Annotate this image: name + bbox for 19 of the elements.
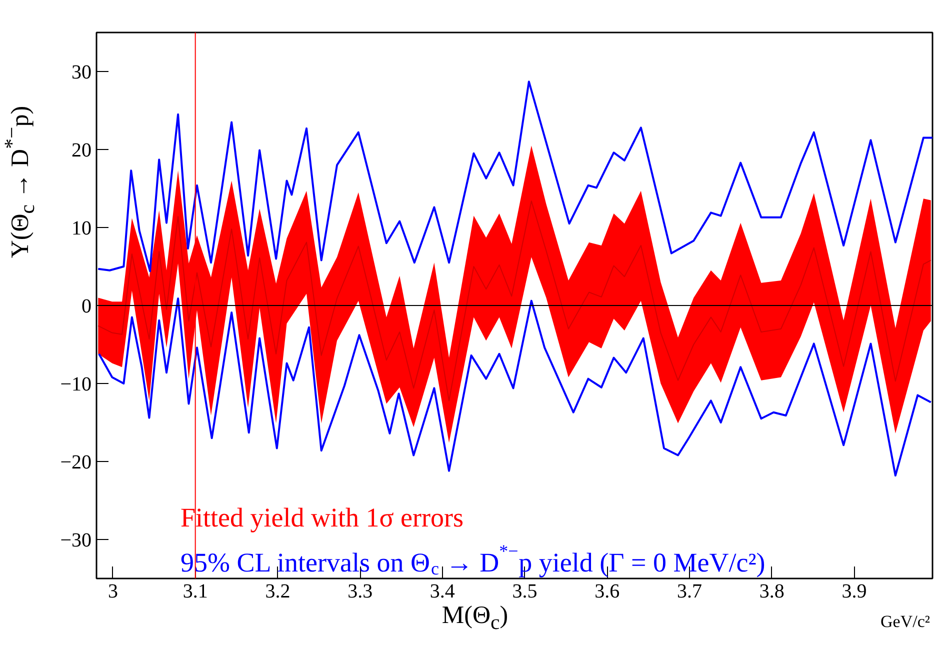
x-tick-label: 3.9 [842, 580, 867, 602]
x-tick-label: 3.5 [512, 580, 538, 602]
x-axis-title: M(Θ$_{c}$) [442, 601, 508, 636]
y-tick-label: 30 [72, 62, 92, 84]
y-tick-label: 0 [82, 296, 92, 318]
x-tick-label: 3 [108, 580, 118, 602]
x-tick-label: 3.7 [677, 580, 702, 602]
x-tick-label: 3.4 [430, 580, 455, 602]
y-tick-label: 20 [72, 140, 92, 162]
x-tick-label: 3.1 [182, 580, 208, 602]
y-tick-label: −20 [60, 452, 92, 474]
y-tick-label: −30 [60, 530, 92, 552]
text: GeV/c² [880, 611, 930, 633]
y-tick-label: 10 [72, 218, 92, 240]
x-tick-label: 3.6 [594, 580, 620, 602]
x-tick-label: 3.2 [265, 580, 290, 602]
x-tick-label: 3.3 [348, 580, 373, 602]
y-tick-label: −10 [60, 374, 92, 396]
x-tick-label: 3.8 [759, 580, 784, 602]
